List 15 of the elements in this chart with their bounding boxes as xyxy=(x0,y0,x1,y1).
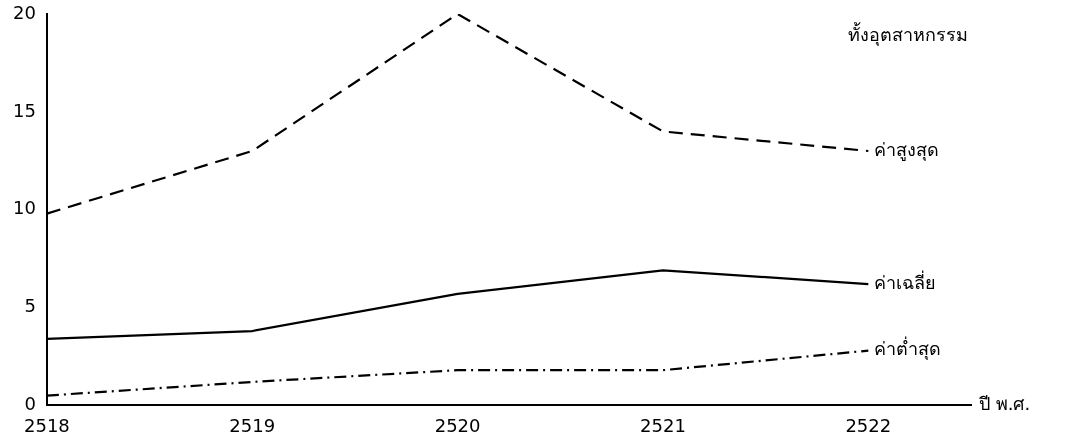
x-axis-title: ปี พ.ศ. xyxy=(979,393,1031,415)
y-tick-label: 15 xyxy=(13,99,36,121)
x-tick-label: 2520 xyxy=(434,414,481,436)
x-tick-label: 2519 xyxy=(229,414,276,436)
y-tick-label: 20 xyxy=(13,1,36,23)
series-label: ค่าสูงสุด xyxy=(874,138,940,161)
x-tick-label: 2522 xyxy=(845,414,892,436)
x-tick-label: 2518 xyxy=(24,414,70,436)
y-tick-label: 0 xyxy=(24,393,36,415)
series-label: ค่าต่ำสุด xyxy=(874,336,942,361)
series-label: ค่าเฉลี่ย xyxy=(874,269,937,293)
y-tick-label: 10 xyxy=(13,197,36,219)
x-tick-label: 2521 xyxy=(640,414,686,436)
y-tick-label: 5 xyxy=(24,295,36,317)
text: ทั้งอุตสาหกรรม xyxy=(848,21,969,46)
